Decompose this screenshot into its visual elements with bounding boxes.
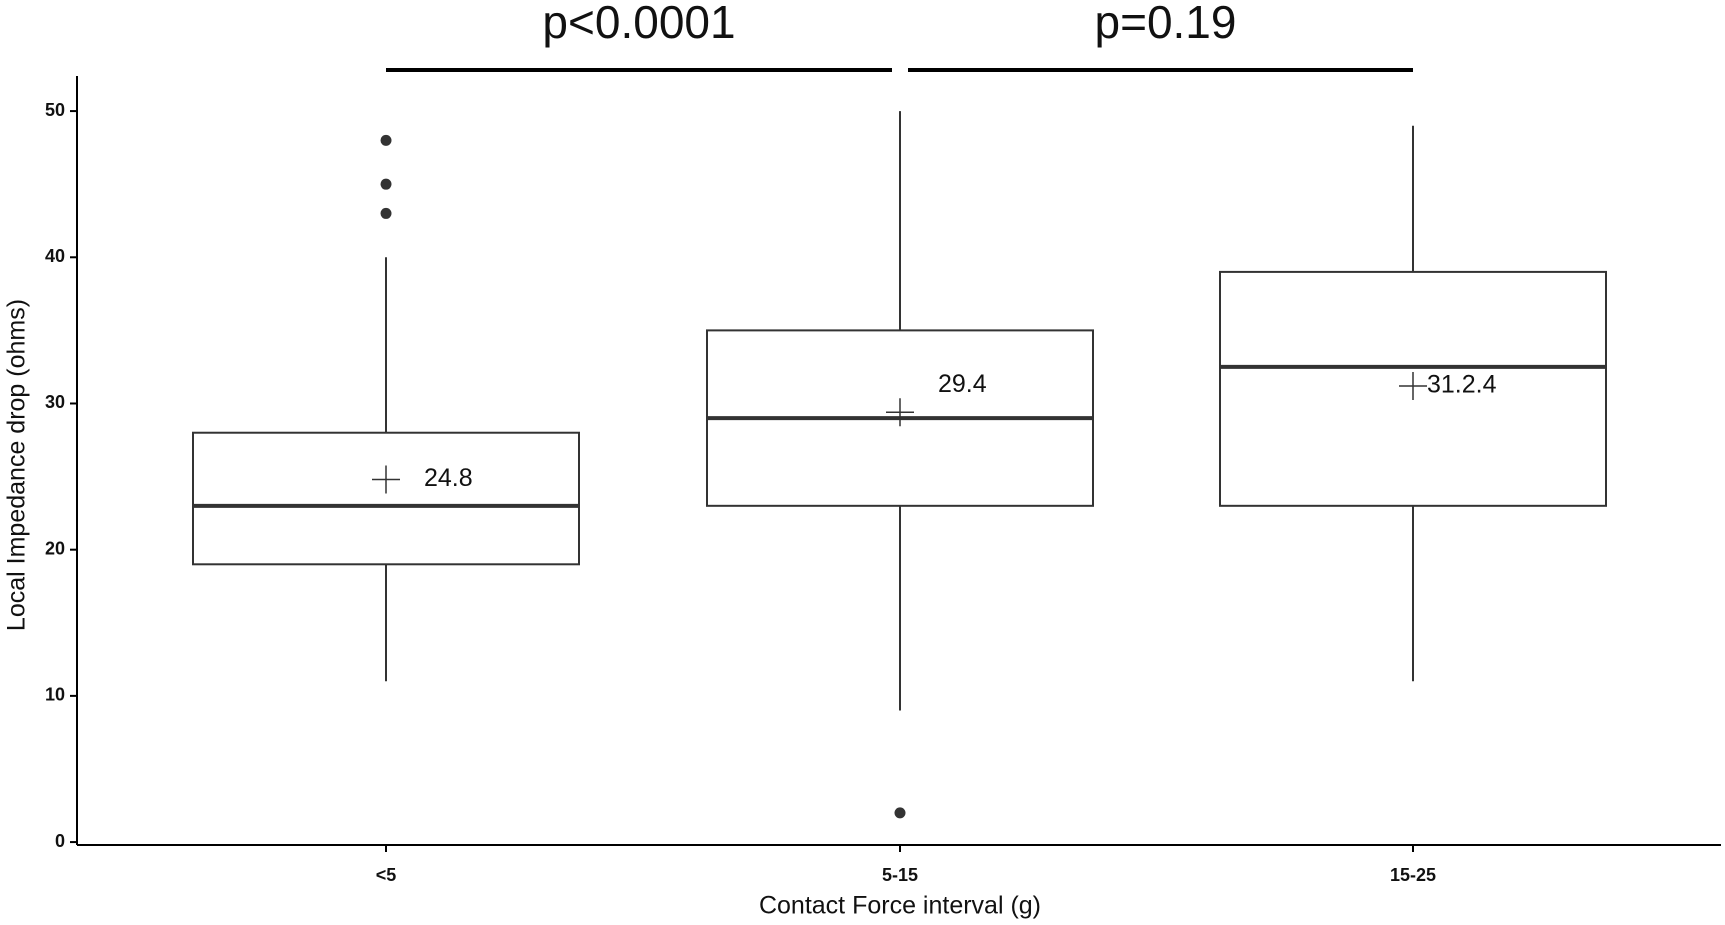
y-axis-title: Local Impedance drop (ohms) — [3, 299, 31, 631]
p-value: p=0.19 — [1095, 0, 1237, 48]
p-value: p<0.0001 — [542, 0, 735, 48]
y-tick-label: 30 — [45, 392, 65, 412]
x-axis-title: Contact Force interval (g) — [759, 892, 1041, 920]
x-tick-label: 5-15 — [882, 865, 918, 885]
mean-label: 31.2.4 — [1427, 371, 1497, 399]
mean-label: 29.4 — [938, 370, 987, 398]
y-tick-label: 20 — [45, 538, 65, 558]
x-tick-label: <5 — [376, 865, 397, 885]
x-tick-label: 15-25 — [1390, 865, 1436, 885]
mean-label: 24.8 — [424, 464, 473, 492]
mean-marker — [886, 398, 914, 427]
y-tick-label: 0 — [55, 831, 65, 851]
box — [192, 431, 580, 566]
outlier — [894, 807, 906, 819]
mean-marker — [372, 465, 400, 494]
y-tick-label: 10 — [45, 685, 65, 705]
outlier — [380, 134, 392, 146]
y-tick-label: 40 — [45, 246, 65, 266]
mean-marker — [1399, 371, 1427, 400]
outlier — [380, 207, 392, 219]
y-tick-label: 50 — [45, 100, 65, 120]
outlier — [380, 178, 392, 190]
